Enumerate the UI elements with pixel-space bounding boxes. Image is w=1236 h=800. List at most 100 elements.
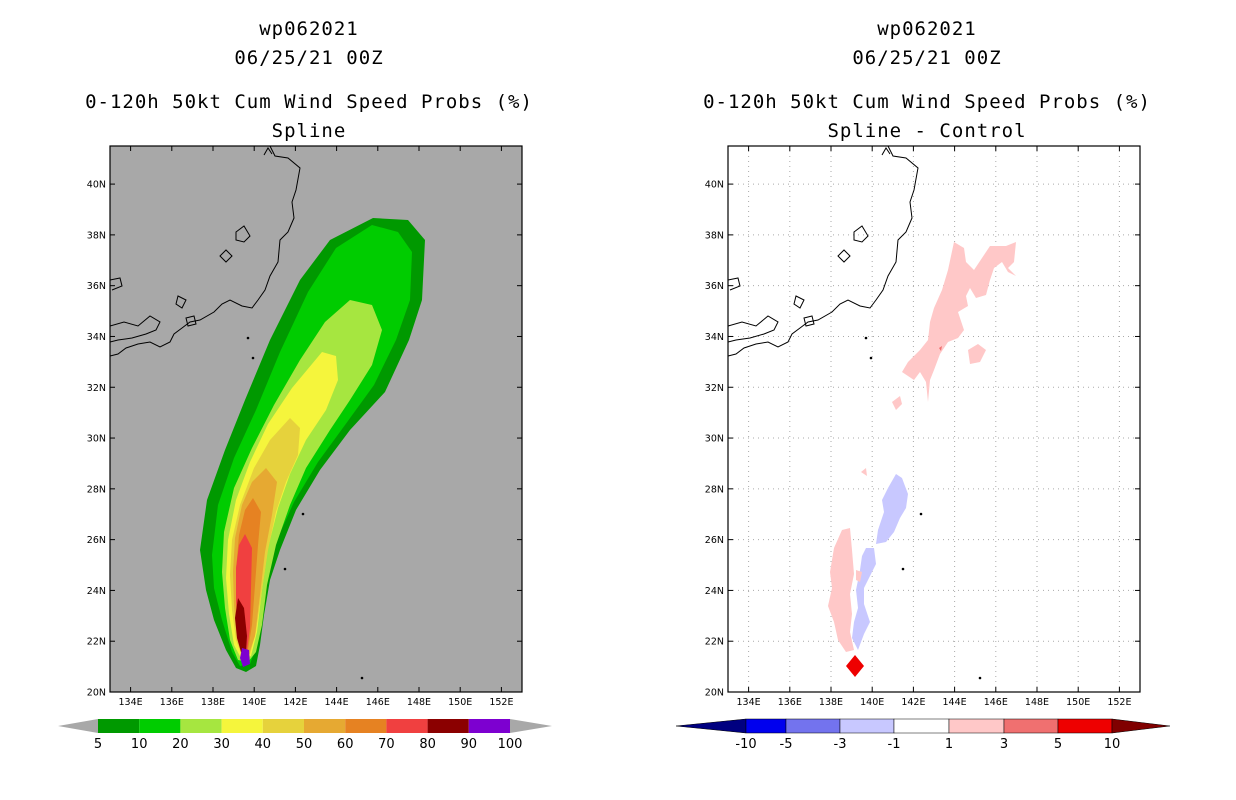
right-colorbar-swatch — [948, 718, 1005, 734]
left-lon-label: 148E — [407, 697, 431, 708]
left-lon-label: 144E — [325, 697, 349, 708]
right-map-frame — [727, 145, 1141, 693]
left-lat-label: 26N — [87, 535, 106, 546]
right-colorbar-label: 10 — [1104, 737, 1121, 752]
right-lat-label: 22N — [705, 637, 724, 648]
right-lon-label: 152E — [1107, 697, 1131, 708]
right-lat-label: 32N — [705, 383, 724, 394]
diff-positive-mid-south — [856, 570, 862, 582]
left-map-frame — [109, 145, 523, 693]
left-panel: wp062021 06/25/21 00Z 0-120h 50kt Cum Wi… — [58, 18, 552, 752]
right-map: 40N 38N 36N 34N 32N 30N 28N 26N 24N 22N 20N 134E 136… — [675, 145, 1171, 752]
right-colorbar-low-arrow — [675, 718, 747, 734]
right-colorbar-swatch — [893, 718, 950, 734]
left-colorbar-swatch — [386, 719, 428, 733]
left-lat-label: 32N — [87, 383, 106, 394]
left-map: 40N 38N 36N 34N 32N 30N 28N 26N 24N 22N 20N 134E 136… — [58, 145, 552, 752]
right-axis-ticks: 40N 38N 36N 34N 32N 30N 28N 26N 24N 22N 20N 134E 136… — [705, 146, 1140, 708]
left-colorbar-label: 50 — [296, 737, 313, 752]
right-lon-label: 150E — [1066, 697, 1090, 708]
left-lon-label: 152E — [489, 697, 513, 708]
left-lon-label: 142E — [283, 697, 307, 708]
left-probability-contours — [200, 218, 425, 672]
right-colorbar-high-arrow — [1111, 718, 1171, 734]
left-colorbar-label: 10 — [131, 737, 148, 752]
left-colorbar-swatch — [304, 719, 346, 733]
right-colorbar-label: -3 — [834, 737, 847, 752]
diff-positive-tiny — [861, 468, 867, 476]
left-colorbar-swatch — [139, 719, 181, 733]
left-coastlines — [110, 146, 364, 680]
left-colorbar: 5 10 20 30 40 50 60 70 80 90 100 — [58, 719, 552, 752]
right-lon-label: 136E — [778, 697, 802, 708]
diff-negative-upper — [876, 474, 908, 544]
right-lat-label: 26N — [705, 535, 724, 546]
right-lat-label: 34N — [705, 332, 724, 343]
left-colorbar-label: 20 — [172, 737, 189, 752]
left-colorbar-label: 80 — [419, 737, 436, 752]
right-colorbar-label: -10 — [735, 737, 756, 752]
right-colorbar-swatch — [839, 718, 895, 734]
left-storm-id: wp062021 — [259, 18, 359, 40]
right-colorbar-swatch — [785, 718, 841, 734]
right-lat-label: 20N — [705, 688, 724, 699]
diff-positive-east — [968, 344, 986, 364]
right-difference-contours — [828, 242, 1016, 677]
left-lat-label: 22N — [87, 637, 106, 648]
left-product-title: 0-120h 50kt Cum Wind Speed Probs (%) — [85, 91, 533, 113]
left-colorbar-label: 70 — [378, 737, 395, 752]
right-lat-label: 24N — [705, 586, 724, 597]
right-lon-label: 134E — [737, 697, 761, 708]
left-lat-label: 24N — [87, 586, 106, 597]
right-lon-label: 144E — [943, 697, 967, 708]
left-colorbar-label: 40 — [255, 737, 272, 752]
left-lon-label: 136E — [160, 697, 184, 708]
prob-contour-80 — [235, 598, 247, 652]
left-colorbar-label: 100 — [498, 737, 523, 752]
left-colorbar-swatch — [262, 719, 304, 733]
right-colorbar-label: 3 — [1000, 737, 1008, 752]
right-map-background — [728, 146, 1140, 692]
right-lat-label: 28N — [705, 484, 724, 495]
right-lon-label: 140E — [860, 697, 884, 708]
right-subtitle: Spline - Control — [827, 120, 1027, 142]
left-lat-label: 30N — [87, 434, 106, 445]
left-lon-label: 146E — [366, 697, 390, 708]
right-lat-label: 30N — [705, 434, 724, 445]
left-datetime: 06/25/21 00Z — [234, 47, 384, 69]
left-lon-label: 138E — [201, 697, 225, 708]
right-product-title: 0-120h 50kt Cum Wind Speed Probs (%) — [703, 91, 1151, 113]
right-lon-label: 138E — [819, 697, 843, 708]
right-panel: wp062021 06/25/21 00Z 0-120h 50kt Cum Wi… — [618, 0, 1236, 800]
right-colorbar-label: -5 — [780, 737, 793, 752]
right-lon-label: 148E — [1025, 697, 1049, 708]
right-colorbar: -10 -5 -3 -1 1 3 5 10 — [675, 718, 1171, 752]
right-lat-label: 38N — [705, 230, 724, 241]
right-colorbar-swatch — [1057, 718, 1113, 734]
left-lat-label: 28N — [87, 484, 106, 495]
right-colorbar-swatch — [1003, 718, 1059, 734]
diff-positive-north — [902, 242, 1016, 402]
left-colorbar-swatch — [345, 719, 387, 733]
left-lat-label: 20N — [87, 688, 106, 699]
left-colorbar-swatch — [468, 719, 510, 733]
right-colorbar-swatch — [745, 718, 787, 734]
right-datetime: 06/25/21 00Z — [852, 47, 1002, 69]
left-colorbar-label: 30 — [213, 737, 230, 752]
left-lat-label: 40N — [87, 180, 106, 191]
left-subtitle: Spline — [271, 120, 347, 142]
right-lon-label: 142E — [901, 697, 925, 708]
left-colorbar-swatch — [221, 719, 263, 733]
diff-negative-lower — [852, 548, 876, 650]
diff-strong-positive-core — [846, 655, 864, 677]
left-lon-label: 150E — [448, 697, 472, 708]
right-lat-label: 40N — [705, 180, 724, 191]
right-colorbar-label: 5 — [1054, 737, 1062, 752]
right-coastlines — [728, 146, 982, 680]
diff-positive-strong-dot — [939, 346, 942, 351]
left-colorbar-swatch — [180, 719, 222, 733]
right-lon-label: 146E — [984, 697, 1008, 708]
left-colorbar-label: 60 — [337, 737, 354, 752]
diff-positive-small — [892, 396, 902, 410]
diff-positive-south — [828, 528, 854, 652]
